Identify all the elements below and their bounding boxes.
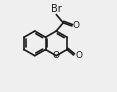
Text: O: O (53, 51, 60, 60)
Text: O: O (75, 51, 82, 60)
Text: Br: Br (51, 4, 62, 14)
Text: O: O (73, 21, 80, 30)
